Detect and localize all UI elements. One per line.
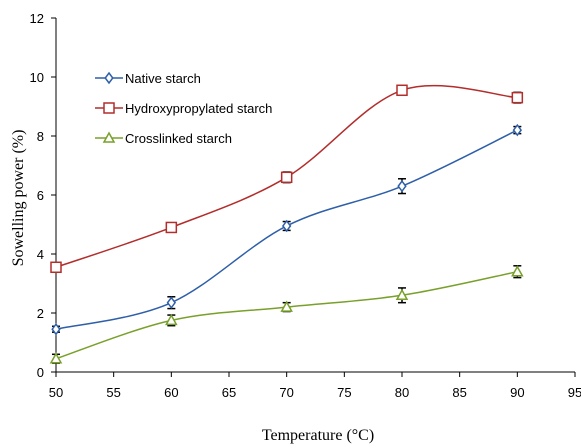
- y-tick-label: 8: [37, 129, 44, 144]
- data-point: [280, 300, 293, 312]
- series-diamond: [51, 123, 523, 336]
- y-tick-label: 6: [37, 188, 44, 203]
- data-point: [50, 261, 62, 274]
- series-triangle: [49, 265, 524, 364]
- legend-label: Native starch: [125, 71, 201, 86]
- data-point: [397, 179, 407, 193]
- legend-marker: [103, 102, 115, 114]
- data-point: [395, 288, 409, 301]
- legend-marker: [104, 71, 114, 85]
- y-tick-label: 4: [37, 247, 44, 262]
- data-point: [165, 313, 178, 326]
- data-point: [165, 221, 178, 234]
- x-tick-label: 90: [510, 385, 524, 400]
- data-point: [280, 171, 293, 184]
- y-tick-label: 10: [30, 70, 44, 85]
- data-point: [49, 352, 63, 364]
- x-tick-label: 70: [279, 385, 293, 400]
- x-tick-label: 95: [568, 385, 581, 400]
- x-tick-label: 80: [395, 385, 409, 400]
- x-tick-label: 75: [337, 385, 351, 400]
- y-ticks: 0 2 4 6 8 10 12: [30, 11, 56, 380]
- y-tick-label: 12: [30, 11, 44, 26]
- x-ticks: 50 55 60 65 70 75 80 85 90 95: [49, 372, 581, 400]
- x-tick-label: 50: [49, 385, 63, 400]
- legend-item: Hydroxypropylated starch: [95, 101, 272, 116]
- y-tick-label: 2: [37, 306, 44, 321]
- x-tick-label: 60: [164, 385, 178, 400]
- data-point: [51, 322, 61, 336]
- data-point: [511, 91, 524, 104]
- series-line: [55, 270, 518, 360]
- legend-marker: [102, 131, 116, 143]
- x-tick-label: 55: [106, 385, 120, 400]
- data-point: [281, 219, 292, 233]
- y-axis-title: Sowelling power (%): [10, 130, 27, 267]
- x-axis-title: Temperature (°C): [262, 427, 374, 444]
- legend: Native starch Hydroxypropylated starch Cro…: [95, 71, 272, 146]
- x-tick-label: 85: [452, 385, 466, 400]
- series-layer: [49, 84, 524, 364]
- legend-label: Hydroxypropylated starch: [125, 101, 272, 116]
- data-point: [512, 123, 523, 137]
- data-point: [511, 265, 524, 277]
- data-point: [396, 84, 408, 97]
- data-point: [166, 296, 177, 309]
- y-tick-label: 0: [37, 365, 44, 380]
- legend-label: Crosslinked starch: [125, 131, 232, 146]
- legend-item: Native starch: [95, 71, 201, 86]
- legend-item: Crosslinked starch: [95, 131, 232, 146]
- x-tick-label: 65: [222, 385, 236, 400]
- series-square: [50, 84, 524, 274]
